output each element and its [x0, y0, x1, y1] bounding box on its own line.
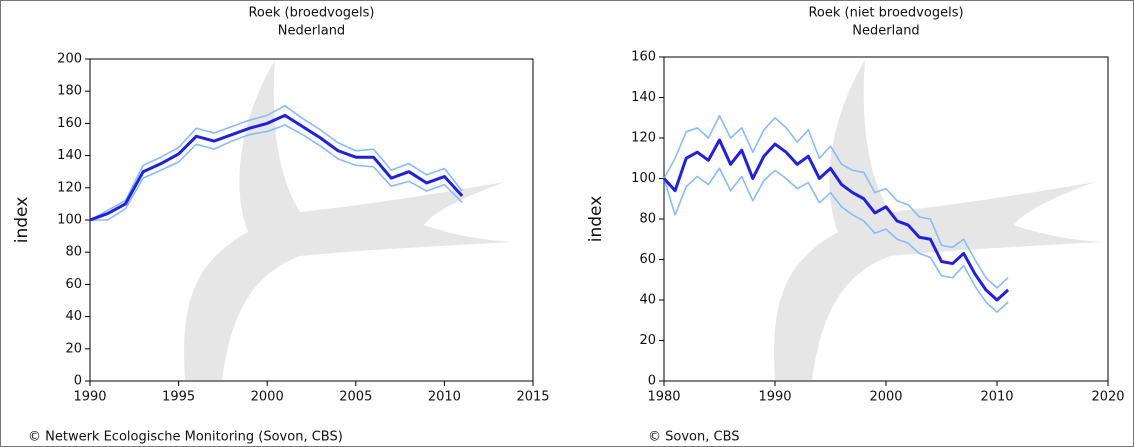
- credit: © Netwerk Ecologische Monitoring (Sovon,…: [28, 430, 343, 445]
- y-tick-label: 160: [57, 116, 82, 131]
- y-tick-label: 0: [74, 374, 82, 389]
- y-tick-label: 0: [648, 374, 656, 389]
- x-tick-label: 2010: [428, 390, 461, 405]
- x-tick-label: 2000: [869, 390, 902, 405]
- y-tick-label: 60: [65, 277, 82, 292]
- y-tick-label: 120: [631, 131, 656, 146]
- series-line: [90, 124, 463, 221]
- y-tick-label: 80: [639, 212, 656, 227]
- y-tick-label: 180: [57, 84, 82, 99]
- y-tick-label: 60: [639, 252, 656, 267]
- x-tick-label: 1995: [162, 390, 195, 405]
- y-tick-label: 40: [65, 309, 82, 324]
- chart-title: Roek (broedvogels): [248, 6, 374, 21]
- bird-silhouette: [184, 60, 513, 380]
- y-axis-label: index: [12, 197, 32, 244]
- y-tick-label: 140: [631, 90, 656, 105]
- x-tick-label: 1990: [758, 390, 791, 405]
- x-tick-label: 1990: [73, 390, 106, 405]
- x-tick-label: 2000: [251, 390, 284, 405]
- y-axis-label: index: [586, 196, 606, 243]
- y-tick-label: 120: [57, 180, 82, 195]
- chart-subtitle: Nederland: [278, 24, 345, 39]
- series-line: [663, 167, 1009, 313]
- y-tick-label: 140: [57, 148, 82, 163]
- plot-frame: [663, 56, 1109, 382]
- credit: © Sovon, CBS: [648, 430, 740, 445]
- series-line: [662, 138, 1010, 302]
- y-tick-label: 80: [65, 245, 82, 260]
- series-line: [663, 114, 1009, 289]
- x-tick-label: 2010: [980, 390, 1013, 405]
- series-line: [89, 113, 464, 222]
- series-line: [89, 104, 463, 221]
- bird-silhouette: [774, 60, 1102, 380]
- chart-subtitle: Nederland: [852, 24, 919, 39]
- x-tick-label: 1980: [647, 390, 680, 405]
- y-tick-label: 100: [57, 213, 82, 228]
- x-tick-label: 2015: [516, 390, 549, 405]
- y-tick-label: 40: [639, 293, 656, 308]
- x-tick-label: 2020: [1091, 390, 1124, 405]
- y-tick-label: 20: [65, 341, 82, 356]
- y-tick-label: 200: [57, 52, 82, 67]
- y-tick-label: 160: [631, 50, 656, 65]
- x-tick-label: 2005: [339, 390, 372, 405]
- y-tick-label: 20: [639, 333, 656, 348]
- y-tick-label: 100: [631, 171, 656, 186]
- chart-title: Roek (niet broedvogels): [808, 6, 963, 21]
